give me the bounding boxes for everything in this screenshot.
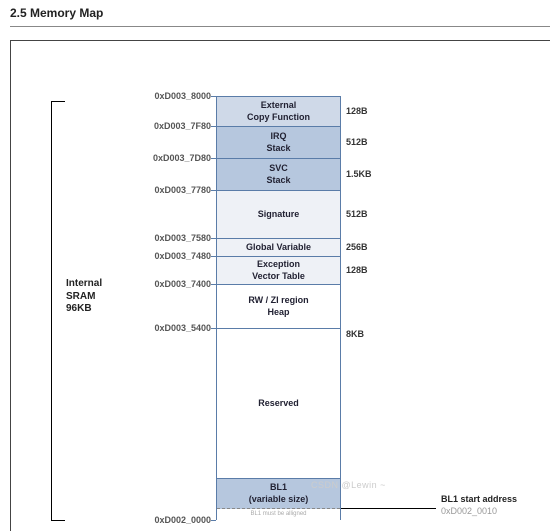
address-label: 0xD003_7780 — [154, 185, 211, 195]
address-label: 0xD003_7480 — [154, 251, 211, 261]
sram-label-2: SRAM — [66, 291, 102, 304]
title-rule — [10, 26, 550, 27]
region-label: SVC — [269, 163, 288, 174]
region-label: Copy Function — [247, 112, 310, 123]
region-label: (variable size) — [249, 494, 309, 505]
address-label: 0xD003_8000 — [154, 91, 211, 101]
section-title: 2.5 Memory Map — [10, 6, 103, 20]
size-label: 256B — [346, 242, 368, 252]
size-label: 128B — [346, 265, 368, 275]
figure-frame: Internal SRAM 96KB 0xD003_8000 0xD003_7F8… — [10, 40, 550, 531]
memory-region: ExceptionVector Table — [217, 257, 340, 285]
size-label: 8KB — [346, 329, 364, 339]
region-label: External — [261, 100, 297, 111]
region-label: RW / ZI region — [248, 295, 308, 306]
sram-bracket — [51, 101, 65, 521]
sram-label-1: Internal — [66, 278, 102, 291]
size-label: 128B — [346, 106, 368, 116]
memory-region: Global Variable — [217, 239, 340, 257]
region-label: Heap — [267, 307, 289, 318]
bl1-callout-line — [341, 508, 436, 509]
watermark: CSDN @Lewin ~ — [311, 480, 386, 490]
bl1-callout-address: 0xD002_0010 — [441, 506, 497, 516]
address-label: 0xD003_7D80 — [153, 153, 211, 163]
bl1-callout-label: BL1 start address — [441, 494, 517, 504]
memory-region: SVCStack — [217, 159, 340, 191]
memory-region: RW / ZI regionHeap — [217, 285, 340, 329]
address-label: 0xD003_7580 — [154, 233, 211, 243]
address-label: 0xD003_7F80 — [154, 121, 211, 131]
address-label: 0xD003_5400 — [154, 323, 211, 333]
region-label: Signature — [258, 209, 300, 220]
size-label: 512B — [346, 209, 368, 219]
region-label: Stack — [266, 175, 290, 186]
region-label: IRQ — [270, 131, 286, 142]
region-label: Stack — [266, 143, 290, 154]
region-label: Vector Table — [252, 271, 305, 282]
region-label: Reserved — [258, 398, 299, 409]
memory-region: IRQStack — [217, 127, 340, 159]
memory-region: BL1 must be alligned — [217, 509, 340, 521]
region-label: Exception — [257, 259, 300, 270]
memory-region: Reserved — [217, 329, 340, 479]
memory-blocks: ExternalCopy FunctionIRQStackSVCStackSig… — [216, 96, 341, 520]
region-label: BL1 — [270, 482, 287, 493]
address-label: 0xD003_7400 — [154, 279, 211, 289]
region-label: Global Variable — [246, 242, 311, 253]
memory-region: ExternalCopy Function — [217, 97, 340, 127]
sram-label-3: 96KB — [66, 303, 102, 316]
size-label: 1.5KB — [346, 169, 372, 179]
size-label: 512B — [346, 137, 368, 147]
address-label: 0xD002_0000 — [154, 515, 211, 525]
sram-label: Internal SRAM 96KB — [66, 278, 102, 316]
memory-region: Signature — [217, 191, 340, 239]
